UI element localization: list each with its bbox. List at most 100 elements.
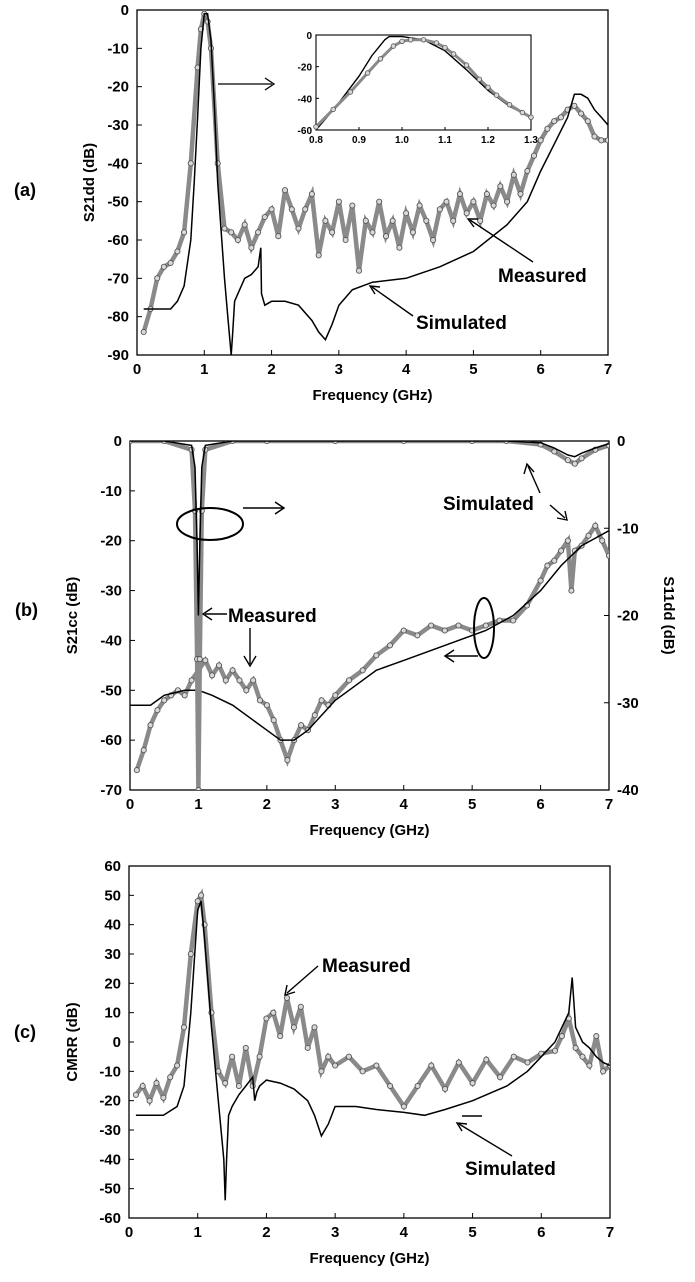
x-tick-label: 0: [125, 1224, 133, 1241]
measured-s21cc-point: [250, 677, 257, 684]
y-tick-label: -50: [100, 682, 122, 699]
inset-measured-point: [442, 45, 448, 51]
inset-y-tick-label: 0: [306, 31, 312, 42]
inset-x-tick-label: 1.0: [395, 135, 409, 146]
x-tick-label: 3: [335, 361, 343, 378]
x-tick-label: 0: [126, 796, 134, 813]
measured-point: [504, 198, 511, 205]
measured-point: [140, 328, 147, 336]
inset-measured-point: [506, 101, 513, 108]
inset-measured-point: [519, 109, 526, 116]
measured-s21cc-point: [510, 617, 517, 624]
inset-frame: [315, 34, 532, 131]
measured-s21cc-point: [482, 622, 489, 629]
measured-s21cc-point: [414, 632, 421, 639]
measured-point: [187, 950, 194, 958]
measured-point: [181, 229, 188, 236]
measured-s21cc-point: [243, 687, 250, 694]
measured-s21cc-point: [236, 677, 243, 684]
measured-point: [483, 190, 490, 198]
measured-point: [235, 1082, 242, 1090]
measured-point: [304, 1044, 311, 1051]
measured-point: [311, 1024, 318, 1031]
x-tick-label: 2: [262, 1224, 270, 1241]
inset-measured-point: [377, 56, 384, 62]
y-axis-label: CMRR (dB): [64, 1002, 81, 1081]
measured-point: [571, 102, 578, 109]
measured-s21cc-point: [599, 537, 606, 544]
measured-point: [302, 206, 309, 213]
measured-point: [308, 190, 315, 198]
measured-point: [355, 267, 363, 274]
x-tick-label: 4: [400, 796, 409, 813]
x-axis-label: Frequency (GHz): [309, 1250, 429, 1267]
simulated-arrow-up: [527, 465, 541, 494]
measured-s21cc-point: [298, 722, 305, 729]
measured-point: [463, 210, 470, 217]
x-tick-label: 1: [194, 796, 202, 813]
inset-measured-point: [463, 62, 470, 68]
measured-s11dd-point: [195, 786, 202, 790]
y-tick-label: -50: [107, 194, 129, 211]
plot-frame: [136, 9, 609, 356]
measured-point: [416, 202, 423, 209]
measured-s21cc-point: [270, 717, 277, 724]
measured-s21cc-point: [284, 757, 291, 764]
x-tick-label: 1: [200, 361, 208, 378]
inset-measured-point: [493, 92, 500, 98]
measured-point: [369, 229, 376, 236]
simulated-line: [135, 900, 610, 1201]
inset-y-tick-label: -60: [298, 126, 313, 137]
measured-s21cc-point: [564, 537, 571, 544]
x-tick-label: 5: [469, 361, 477, 378]
x-tick-label: 6: [536, 796, 544, 813]
measured-s21cc-point: [154, 707, 161, 714]
measured-s21cc-point: [386, 642, 394, 649]
measured-point: [430, 236, 437, 244]
measured-point: [470, 198, 477, 205]
measured-point: [591, 133, 598, 140]
measured-point: [414, 1082, 421, 1090]
x-tick-label: 6: [537, 1224, 545, 1241]
measured-s21cc-point: [215, 662, 223, 669]
y-axis-label: S21cc (dB): [64, 577, 81, 655]
measured-line: [134, 888, 610, 1111]
measured-arrow-head: [284, 984, 296, 997]
measured-point: [187, 160, 194, 167]
measured-point: [558, 1033, 565, 1040]
right-axis-group-ellipse: [176, 507, 244, 541]
inset-arrow-head: [264, 77, 276, 91]
measured-arrow-down-head: [243, 655, 257, 668]
x-axis-label: Frequency (GHz): [309, 822, 429, 839]
simulated-arrow-right: [549, 504, 566, 519]
measured-point: [241, 221, 248, 228]
inset-x-tick-label: 0.8: [309, 135, 323, 146]
measured-point: [318, 1068, 325, 1075]
y-tick-label: -90: [107, 347, 129, 364]
measured-point: [551, 118, 558, 125]
panel-label: (b): [15, 600, 38, 620]
measured-point: [586, 1062, 593, 1069]
x-tick-label: 3: [331, 796, 339, 813]
inset-measured-point: [347, 89, 354, 95]
simulated-arrow-head: [368, 285, 381, 295]
y-tick-label: -10: [99, 1063, 121, 1080]
measured-point: [490, 202, 497, 209]
measured-point: [234, 236, 241, 244]
left-axis-group-ellipse: [473, 597, 495, 659]
measured-point: [283, 994, 291, 1002]
simulated-arrow-right-head: [556, 510, 568, 521]
y-tick-label: -20: [107, 79, 129, 96]
measured-point: [268, 206, 275, 213]
chart-panel-a: 0 1 2 3 4 5 6 7 0 -10 -20 -30 -40 -50 -60 -70 -80 -90 Freq…: [14, 2, 612, 404]
x-tick-label: 7: [606, 1224, 614, 1241]
measured-point: [598, 137, 605, 144]
measured-point: [359, 1068, 366, 1075]
x-tick-label: 4: [400, 1224, 409, 1241]
x-tick-label: 4: [402, 361, 411, 378]
measured-point: [329, 229, 336, 236]
measured-s21cc-point: [605, 552, 609, 559]
measured-point: [524, 1059, 531, 1066]
measured-point: [154, 275, 161, 282]
y-tick-label: -10: [100, 483, 122, 500]
